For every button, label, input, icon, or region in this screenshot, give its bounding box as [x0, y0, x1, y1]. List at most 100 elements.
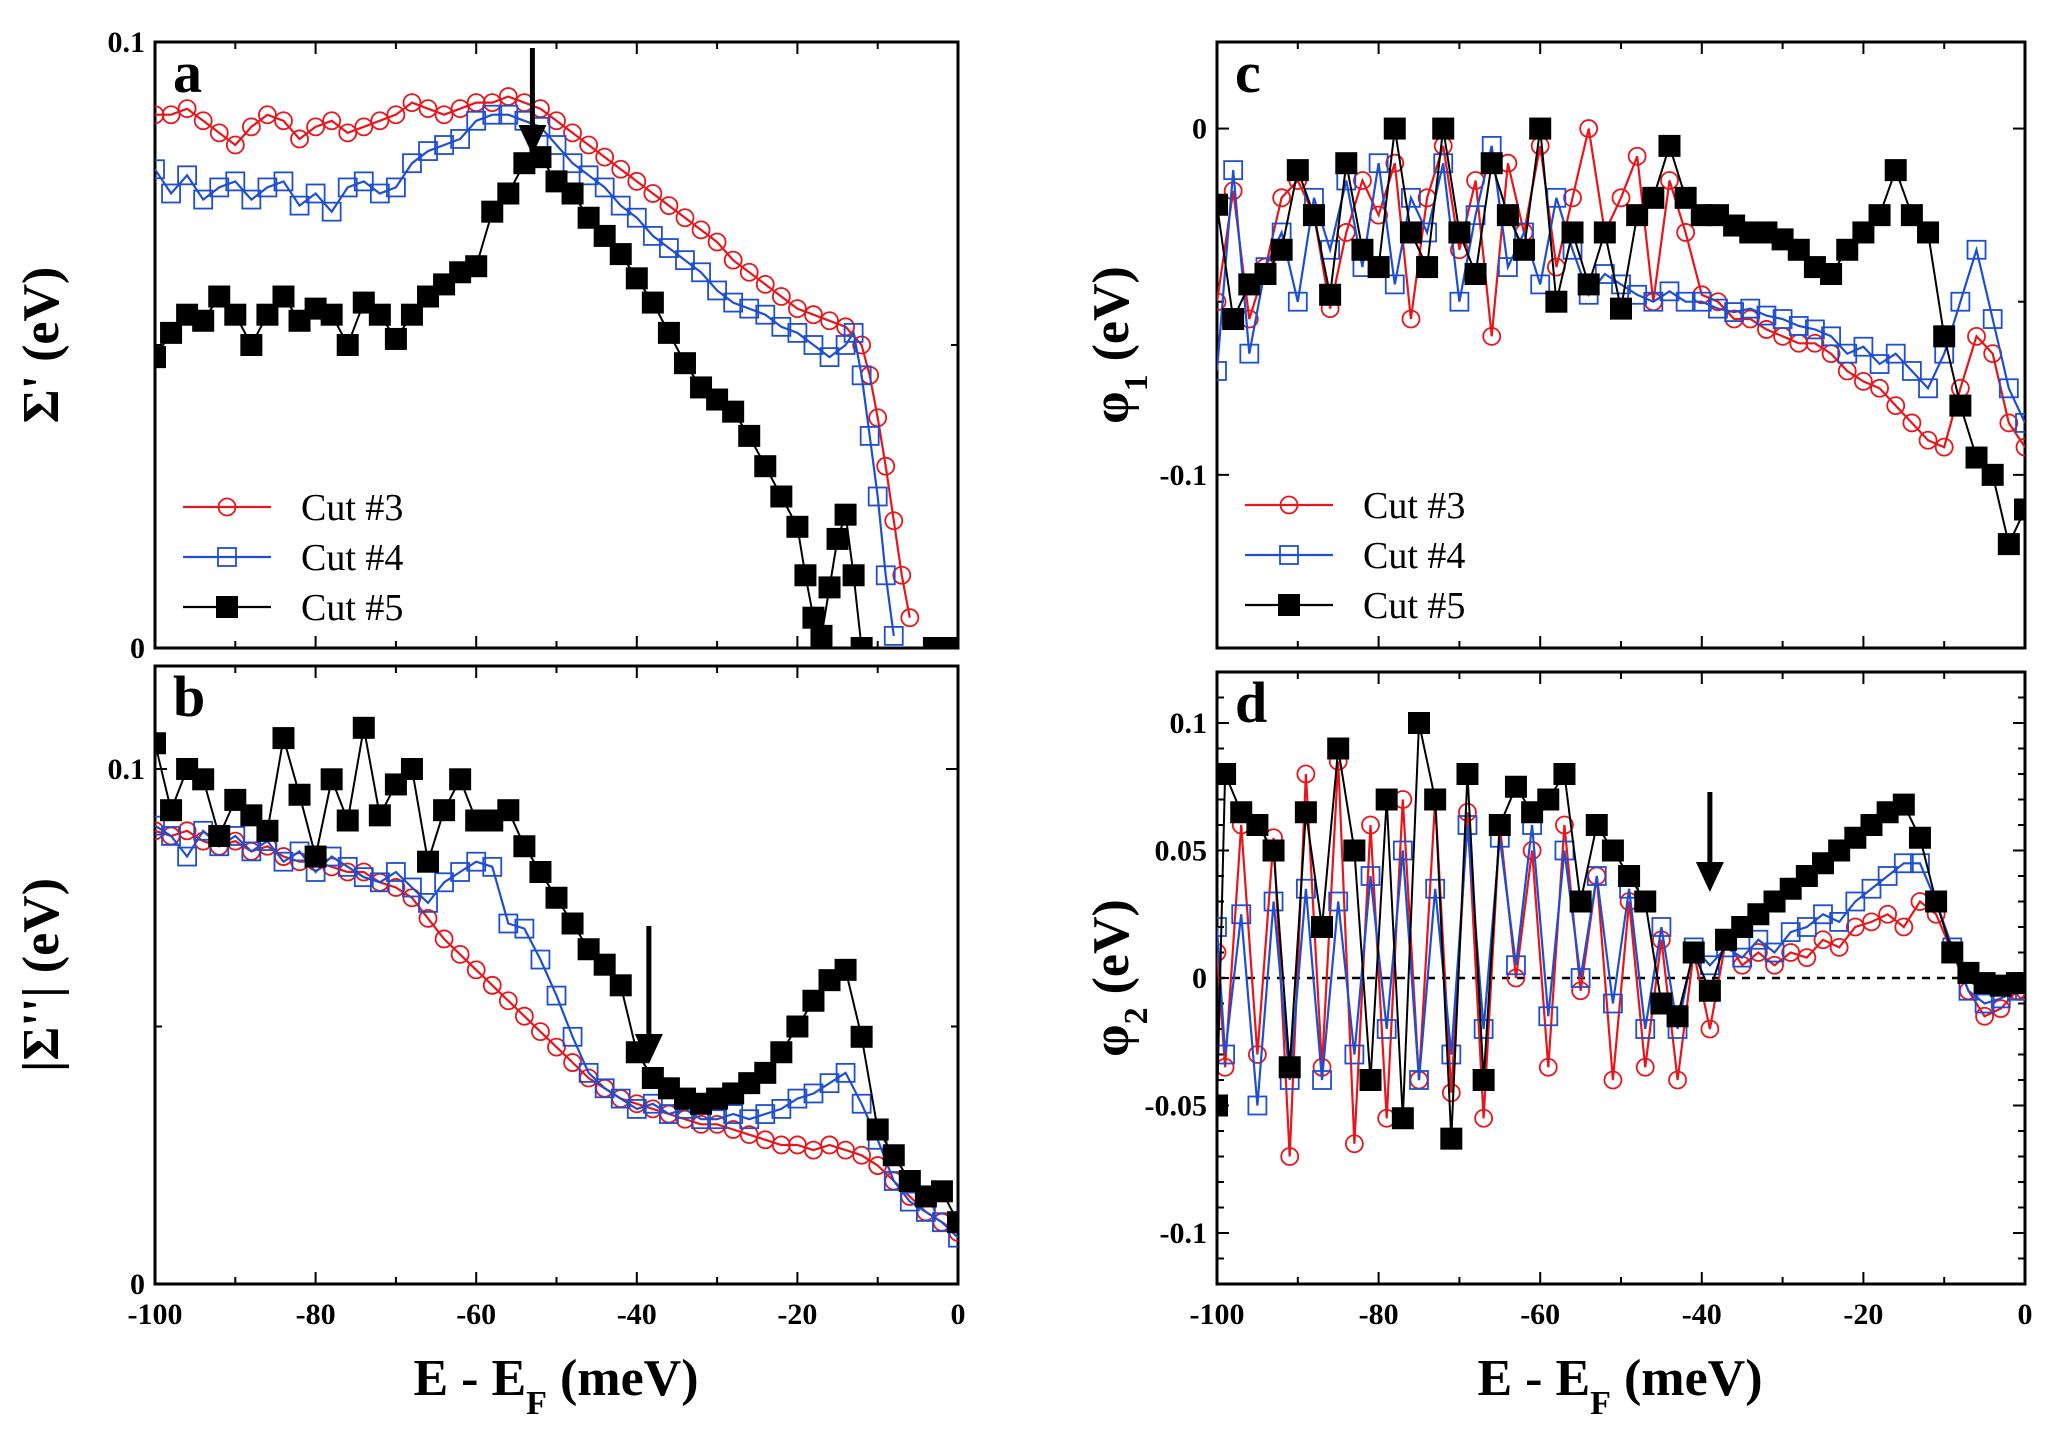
arrow-indicator — [518, 48, 547, 155]
data-point — [1217, 1057, 1235, 1077]
data-point — [659, 196, 679, 216]
data-point — [884, 511, 904, 531]
data-point — [386, 878, 406, 897]
data-point — [843, 322, 864, 343]
data-point — [352, 716, 375, 739]
data-point — [241, 189, 262, 210]
data-point — [850, 637, 873, 648]
legend-entry: Cut #4 — [183, 537, 403, 579]
data-point — [1545, 290, 1568, 313]
data-point — [1497, 257, 1518, 277]
data-point — [788, 299, 807, 319]
data-point — [288, 783, 311, 806]
data-point — [338, 123, 358, 143]
data-point — [1675, 291, 1696, 312]
data-point — [1660, 171, 1679, 190]
data-point — [514, 918, 535, 939]
data-point — [450, 129, 471, 149]
data-point — [900, 608, 920, 628]
data-point — [1368, 153, 1389, 174]
data-point — [160, 321, 183, 344]
y-tick-label: 0 — [1192, 962, 1207, 995]
data-point — [883, 625, 904, 646]
data-point — [707, 1109, 727, 1130]
x-tick-label: -40 — [617, 1298, 657, 1331]
data-point — [1278, 1056, 1301, 1079]
data-point — [642, 226, 663, 246]
data-point — [1877, 866, 1898, 886]
data-point — [579, 135, 599, 155]
data-point — [400, 303, 423, 326]
data-point — [482, 93, 502, 112]
y-tick-label: 0.05 — [1155, 835, 1208, 868]
x-axis-label: E - EF (meV) — [1477, 1350, 1762, 1422]
data-point — [1424, 788, 1447, 811]
data-point — [320, 303, 343, 326]
data-point — [859, 425, 880, 446]
data-point — [1878, 904, 1898, 924]
data-point — [1853, 336, 1874, 357]
data-point — [852, 335, 872, 355]
data-point — [161, 105, 181, 125]
data-point — [835, 1062, 856, 1083]
data-point — [155, 346, 166, 369]
data-point — [321, 201, 342, 222]
series-cut5 — [1217, 117, 2025, 556]
legend-marker — [216, 596, 238, 618]
data-point — [1327, 737, 1350, 760]
data-point — [1643, 291, 1664, 312]
data-point — [1796, 917, 1817, 937]
data-point — [1496, 204, 1519, 227]
data-point — [609, 243, 632, 266]
data-point — [1456, 763, 1479, 785]
data-point — [2014, 498, 2025, 521]
data-point — [1900, 204, 1923, 227]
data-point — [370, 111, 390, 131]
data-point — [256, 819, 279, 842]
data-point — [1894, 917, 1914, 937]
data-point — [1805, 319, 1825, 340]
data-point — [1611, 188, 1631, 208]
data-point — [803, 335, 824, 355]
data-point — [155, 732, 166, 755]
data-point — [1312, 1070, 1332, 1090]
data-point — [369, 183, 390, 204]
data-point — [1538, 1006, 1559, 1027]
data-point — [336, 809, 359, 832]
legend-entry: Cut #3 — [1245, 485, 1465, 527]
panel-letter: c — [1235, 40, 1261, 105]
data-point — [272, 285, 295, 308]
data-point — [1248, 1045, 1267, 1064]
data-point — [1217, 193, 1228, 216]
data-point — [691, 262, 711, 283]
data-point — [866, 1118, 889, 1141]
data-point — [1724, 302, 1745, 323]
legend: Cut #3 Cut #4 Cut #5 — [183, 487, 403, 629]
data-point — [625, 267, 648, 290]
data-point — [305, 183, 326, 204]
y-axis-label: Σ' (eV) — [13, 267, 70, 424]
data-point — [531, 1022, 550, 1042]
data-point — [1217, 943, 1227, 962]
data-point — [867, 486, 888, 507]
data-point — [770, 485, 793, 508]
series-cut4 — [155, 104, 904, 646]
data-point — [306, 117, 326, 137]
data-point — [1586, 866, 1607, 886]
data-point — [466, 851, 487, 872]
data-point — [240, 334, 263, 356]
data-point — [1934, 437, 1954, 457]
data-point — [497, 182, 520, 205]
data-point — [274, 111, 293, 131]
panel-letter: b — [173, 664, 205, 729]
data-point — [1280, 1147, 1300, 1166]
data-point — [482, 975, 502, 995]
data-point — [723, 1104, 744, 1124]
data-point — [1246, 814, 1269, 836]
series-cut5 — [155, 146, 958, 648]
data-point — [1262, 839, 1285, 862]
data-point — [434, 872, 454, 893]
data-point — [786, 515, 809, 538]
series-cut4 — [155, 815, 958, 1248]
data-point — [353, 171, 374, 192]
